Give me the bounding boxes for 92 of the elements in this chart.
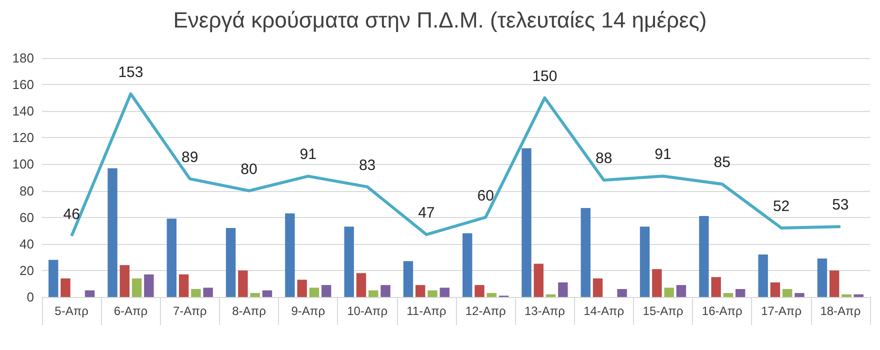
bar bbox=[403, 261, 414, 297]
bar bbox=[534, 264, 544, 297]
data-label: 91 bbox=[300, 146, 316, 164]
bar bbox=[723, 293, 734, 297]
bar bbox=[144, 274, 154, 297]
bar bbox=[108, 168, 118, 297]
x-tick-label: 11-Απρ bbox=[406, 304, 446, 318]
bar bbox=[474, 285, 484, 297]
bar bbox=[592, 278, 603, 297]
y-tick-label: 40 bbox=[20, 236, 34, 252]
y-tick-label: 60 bbox=[20, 210, 34, 225]
bar bbox=[285, 213, 295, 297]
data-label: 83 bbox=[358, 156, 376, 174]
bar bbox=[664, 288, 674, 297]
data-label: 91 bbox=[654, 146, 672, 164]
bar bbox=[178, 274, 189, 297]
x-tick-label: 14-Απρ bbox=[584, 304, 624, 318]
x-tick-label: 17-Απρ bbox=[761, 304, 802, 318]
data-label: 88 bbox=[596, 150, 612, 168]
data-label: 85 bbox=[714, 154, 730, 172]
bar bbox=[699, 216, 709, 297]
x-tick-label: 10-Απρ bbox=[347, 304, 388, 318]
bar bbox=[297, 280, 307, 297]
x-tick-label: 7-Απρ bbox=[172, 304, 207, 318]
data-label: 153 bbox=[118, 64, 144, 81]
data-label: 150 bbox=[532, 68, 558, 85]
bar bbox=[580, 208, 591, 297]
bar bbox=[462, 233, 472, 297]
x-tick-label: 8-Απρ bbox=[232, 304, 266, 318]
y-tick-label: 100 bbox=[12, 156, 34, 172]
bar bbox=[191, 289, 201, 297]
bar bbox=[238, 270, 248, 297]
bar bbox=[676, 285, 686, 297]
y-tick-label: 180 bbox=[12, 50, 34, 66]
bar bbox=[522, 148, 532, 297]
bar bbox=[226, 228, 236, 297]
y-tick-label: 0 bbox=[26, 290, 34, 304]
data-label: 80 bbox=[240, 160, 258, 178]
bar bbox=[321, 285, 332, 297]
bar bbox=[794, 293, 804, 297]
bar bbox=[758, 254, 768, 297]
x-tick-label: 18-Απρ bbox=[820, 304, 861, 318]
bar bbox=[640, 226, 650, 297]
data-label: 53 bbox=[832, 196, 849, 214]
y-tick-label: 20 bbox=[20, 262, 34, 278]
bar bbox=[416, 285, 426, 297]
y-tick-label: 140 bbox=[12, 104, 34, 119]
bar bbox=[344, 226, 354, 297]
bar bbox=[711, 277, 721, 297]
bar bbox=[782, 289, 792, 297]
chart-title: Ενεργά κρούσματα στην Π.Δ.Μ. (τελευταίες 14 ημέρες) bbox=[173, 8, 707, 32]
bar bbox=[842, 294, 852, 297]
bar bbox=[546, 294, 556, 297]
bar bbox=[380, 285, 390, 297]
bar bbox=[735, 289, 746, 297]
y-tick-label: 160 bbox=[12, 77, 34, 92]
data-label: 46 bbox=[63, 206, 80, 223]
x-tick-label: 6-Απρ bbox=[114, 304, 148, 318]
bar bbox=[558, 282, 568, 297]
bar bbox=[770, 282, 780, 297]
x-tick-label: 5-Απρ bbox=[54, 304, 89, 318]
bar bbox=[60, 278, 70, 297]
data-label: 60 bbox=[477, 187, 494, 204]
data-label: 89 bbox=[182, 148, 198, 166]
bar bbox=[120, 265, 130, 297]
bar bbox=[309, 288, 320, 297]
data-label: 52 bbox=[772, 198, 790, 215]
data-label: 47 bbox=[418, 204, 435, 222]
bar bbox=[166, 218, 177, 297]
x-tick-label: 16-Απρ bbox=[702, 304, 743, 318]
x-tick-label: 12-Απρ bbox=[465, 304, 506, 318]
bar bbox=[250, 293, 260, 297]
x-tick-label: 9-Απρ bbox=[291, 304, 326, 318]
bar bbox=[48, 260, 58, 297]
bar bbox=[84, 290, 95, 297]
bar bbox=[652, 269, 662, 297]
bar bbox=[486, 293, 496, 297]
bar bbox=[262, 290, 272, 297]
y-tick-label: 80 bbox=[20, 183, 34, 198]
bar bbox=[368, 290, 378, 297]
bar bbox=[854, 294, 864, 297]
x-tick-label: 15-Απρ bbox=[642, 304, 684, 318]
x-tick-label: 13-Απρ bbox=[524, 304, 566, 318]
bar bbox=[617, 289, 627, 297]
y-tick-label: 120 bbox=[12, 130, 34, 146]
bar bbox=[817, 258, 828, 297]
bar bbox=[428, 290, 438, 297]
bar bbox=[356, 273, 366, 297]
bar bbox=[440, 288, 450, 297]
bar bbox=[203, 288, 213, 297]
bar bbox=[132, 278, 142, 297]
bar bbox=[830, 270, 840, 297]
